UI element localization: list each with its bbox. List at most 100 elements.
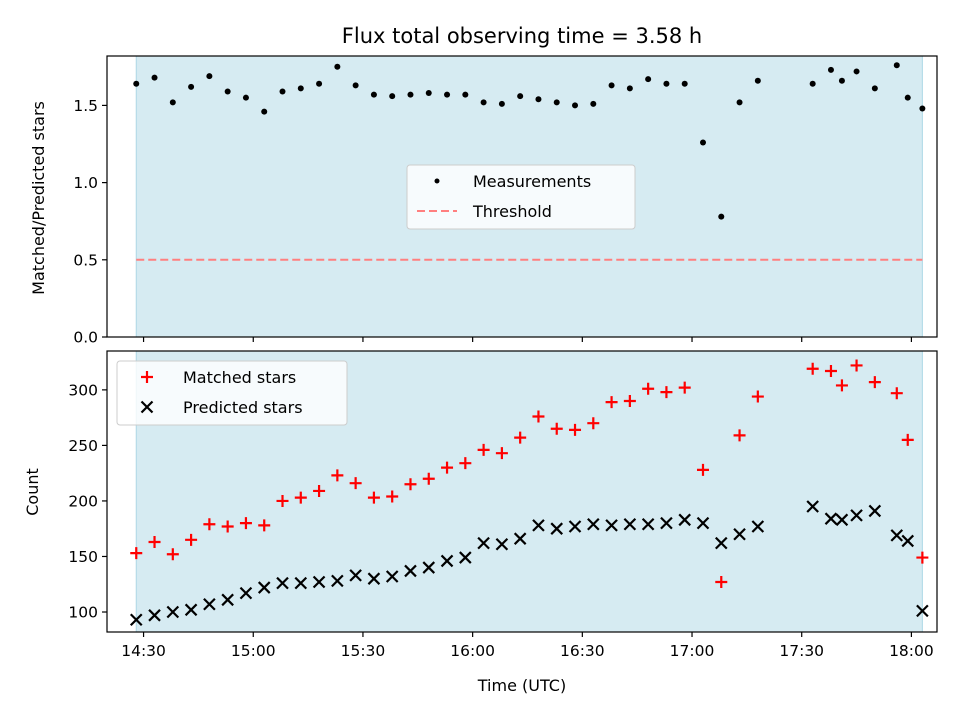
x-tick-label: 16:30 — [560, 642, 605, 660]
x-axis-label: Time (UTC) — [477, 676, 566, 695]
data-point — [440, 554, 454, 568]
data-point — [827, 66, 834, 73]
y-tick-label: 100 — [68, 604, 98, 622]
data-point — [868, 504, 882, 518]
data-point — [733, 527, 746, 541]
data-point — [718, 213, 725, 220]
data-point — [715, 576, 728, 589]
top-axes-frame — [106, 55, 938, 338]
data-point — [714, 536, 728, 550]
data-point — [824, 512, 838, 525]
data-point — [422, 561, 436, 574]
y-tick-label: 1.0 — [73, 174, 98, 192]
data-point — [642, 382, 655, 395]
data-point — [386, 490, 399, 503]
data-point — [901, 433, 914, 446]
data-point — [148, 609, 161, 622]
data-point — [367, 572, 381, 585]
bottom-legend: Matched stars Predicted stars — [116, 360, 348, 426]
data-point — [312, 575, 326, 589]
data-point — [334, 63, 341, 70]
x-tick-label: 18:00 — [889, 642, 934, 660]
data-point — [294, 576, 308, 590]
data-point — [313, 484, 326, 497]
data-point — [916, 604, 929, 618]
data-point — [239, 586, 253, 600]
data-point — [535, 96, 542, 103]
data-point — [824, 364, 837, 377]
y-tick-label: 250 — [68, 437, 98, 455]
data-point — [166, 548, 179, 561]
data-point — [279, 88, 286, 95]
data-point — [572, 102, 579, 109]
data-point — [916, 551, 929, 564]
bottom-axes-frame — [106, 350, 938, 633]
data-point — [678, 513, 691, 527]
x-tick-label: 17:30 — [779, 642, 824, 660]
data-point — [514, 431, 527, 444]
data-point — [660, 386, 673, 399]
legend-label: Matched stars — [183, 368, 296, 387]
data-point — [206, 73, 213, 80]
data-point — [754, 77, 761, 84]
data-point — [257, 581, 271, 594]
data-point — [385, 570, 399, 583]
y-tick-label: 150 — [68, 548, 98, 566]
legend-box — [406, 164, 636, 230]
data-point — [261, 108, 268, 115]
data-point — [733, 429, 746, 442]
data-point — [645, 76, 652, 83]
data-point — [129, 613, 143, 627]
data-point — [838, 77, 845, 84]
data-point — [868, 376, 881, 389]
data-point — [133, 80, 140, 87]
data-point — [736, 99, 743, 106]
data-point — [696, 463, 709, 476]
data-point — [349, 477, 362, 490]
data-point — [151, 74, 158, 81]
bottom-series-matched-stars — [130, 359, 929, 589]
data-point — [919, 105, 926, 112]
data-point — [605, 519, 618, 532]
data-point — [370, 91, 377, 98]
data-point — [294, 491, 307, 504]
data-point — [459, 457, 472, 470]
data-point — [367, 491, 380, 504]
top-series-measurements — [133, 62, 926, 220]
data-point — [477, 536, 490, 550]
x-tick-label: 15:30 — [341, 642, 386, 660]
data-point — [495, 537, 509, 551]
top-legend: Measurements Threshold — [406, 164, 636, 230]
data-point — [297, 85, 304, 92]
data-point — [404, 564, 417, 578]
y-tick-label: 0.5 — [73, 251, 98, 269]
data-point — [349, 569, 362, 582]
data-point — [221, 520, 234, 533]
data-point — [532, 519, 545, 532]
data-point — [806, 362, 819, 375]
data-point — [835, 379, 848, 392]
y-tick-label: 0.0 — [73, 329, 98, 347]
data-point — [480, 99, 487, 106]
data-point — [513, 532, 527, 545]
data-point — [185, 533, 198, 546]
data-point — [224, 88, 231, 95]
data-point — [477, 443, 490, 456]
bottom-y-axis-label: Count — [23, 468, 42, 516]
data-point — [352, 82, 359, 89]
data-point — [462, 91, 469, 98]
legend-box — [116, 360, 348, 426]
data-point — [853, 68, 860, 75]
data-point — [166, 605, 180, 619]
data-point — [904, 94, 911, 101]
data-point — [441, 461, 454, 474]
data-point — [331, 469, 344, 482]
data-point — [553, 99, 560, 106]
data-point — [901, 534, 915, 548]
data-point — [605, 396, 618, 409]
data-point — [276, 494, 289, 507]
data-point — [568, 520, 582, 533]
data-point — [623, 517, 637, 531]
data-point — [608, 82, 615, 89]
